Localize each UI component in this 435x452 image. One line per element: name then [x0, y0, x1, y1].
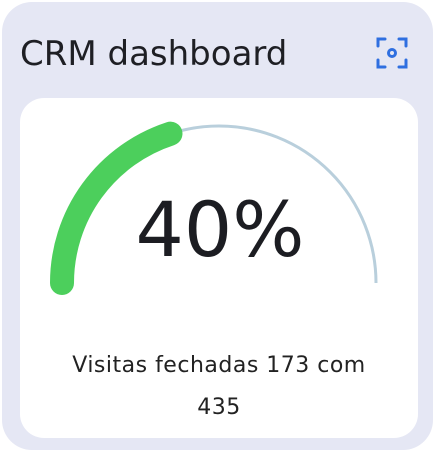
gauge-fill — [50, 121, 183, 295]
gauge-panel — [20, 98, 418, 438]
value-label: 40% — [136, 185, 305, 274]
chart-title: CRM dashboard — [20, 34, 288, 74]
caption: Visitas fechadas 173 com 435 — [72, 353, 366, 420]
focus-icon[interactable] — [376, 37, 408, 69]
